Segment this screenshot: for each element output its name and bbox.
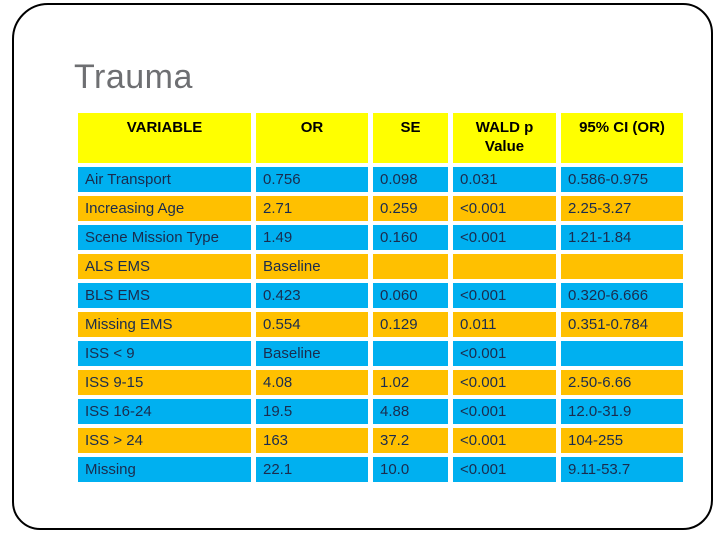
cell-se: 0.098 — [373, 167, 448, 192]
cell-variable: Missing — [78, 457, 251, 482]
cell-ci: 2.50-6.66 — [561, 370, 683, 395]
column-header-se: SE — [373, 113, 448, 163]
cell-variable: Missing EMS — [78, 312, 251, 337]
cell-variable: ALS EMS — [78, 254, 251, 279]
cell-or: 2.71 — [256, 196, 368, 221]
column-header-variable: VARIABLE — [78, 113, 251, 163]
cell-ci — [561, 254, 683, 279]
cell-ci: 1.21-1.84 — [561, 225, 683, 250]
column-header-95-ci-or: 95% CI (OR) — [561, 113, 683, 163]
cell-ci: 2.25-3.27 — [561, 196, 683, 221]
cell-variable: BLS EMS — [78, 283, 251, 308]
slide-title: Trauma — [74, 58, 193, 96]
column-header-wald-p-value: WALD p Value — [453, 113, 556, 163]
cell-se: 0.060 — [373, 283, 448, 308]
cell-se: 0.129 — [373, 312, 448, 337]
cell-wald: <0.001 — [453, 341, 556, 366]
cell-wald: <0.001 — [453, 225, 556, 250]
column-header-or: OR — [256, 113, 368, 163]
cell-ci: 0.320-6.666 — [561, 283, 683, 308]
cell-wald: <0.001 — [453, 370, 556, 395]
cell-variable: ISS > 24 — [78, 428, 251, 453]
cell-ci: 0.351-0.784 — [561, 312, 683, 337]
cell-or: Baseline — [256, 254, 368, 279]
cell-wald: <0.001 — [453, 283, 556, 308]
cell-wald: <0.001 — [453, 196, 556, 221]
cell-ci: 104-255 — [561, 428, 683, 453]
cell-or: 0.756 — [256, 167, 368, 192]
cell-variable: Scene Mission Type — [78, 225, 251, 250]
cell-se — [373, 254, 448, 279]
cell-se: 10.0 — [373, 457, 448, 482]
cell-or: 163 — [256, 428, 368, 453]
cell-variable: Increasing Age — [78, 196, 251, 221]
cell-or: Baseline — [256, 341, 368, 366]
cell-or: 1.49 — [256, 225, 368, 250]
cell-se: 1.02 — [373, 370, 448, 395]
cell-wald — [453, 254, 556, 279]
cell-se — [373, 341, 448, 366]
cell-ci: 12.0-31.9 — [561, 399, 683, 424]
cell-or: 0.554 — [256, 312, 368, 337]
cell-wald: <0.001 — [453, 428, 556, 453]
cell-ci — [561, 341, 683, 366]
cell-variable: ISS 9-15 — [78, 370, 251, 395]
cell-wald: 0.031 — [453, 167, 556, 192]
cell-se: 37.2 — [373, 428, 448, 453]
results-table: VARIABLE OR SE WALD p Value 95% CI (OR) … — [78, 113, 683, 482]
cell-or: 0.423 — [256, 283, 368, 308]
cell-se: 0.160 — [373, 225, 448, 250]
cell-wald: 0.011 — [453, 312, 556, 337]
cell-ci: 9.11-53.7 — [561, 457, 683, 482]
cell-variable: Air Transport — [78, 167, 251, 192]
cell-variable: ISS < 9 — [78, 341, 251, 366]
cell-wald: <0.001 — [453, 457, 556, 482]
cell-se: 0.259 — [373, 196, 448, 221]
cell-variable: ISS 16-24 — [78, 399, 251, 424]
cell-or: 19.5 — [256, 399, 368, 424]
cell-se: 4.88 — [373, 399, 448, 424]
cell-or: 22.1 — [256, 457, 368, 482]
cell-ci: 0.586-0.975 — [561, 167, 683, 192]
cell-wald: <0.001 — [453, 399, 556, 424]
cell-or: 4.08 — [256, 370, 368, 395]
